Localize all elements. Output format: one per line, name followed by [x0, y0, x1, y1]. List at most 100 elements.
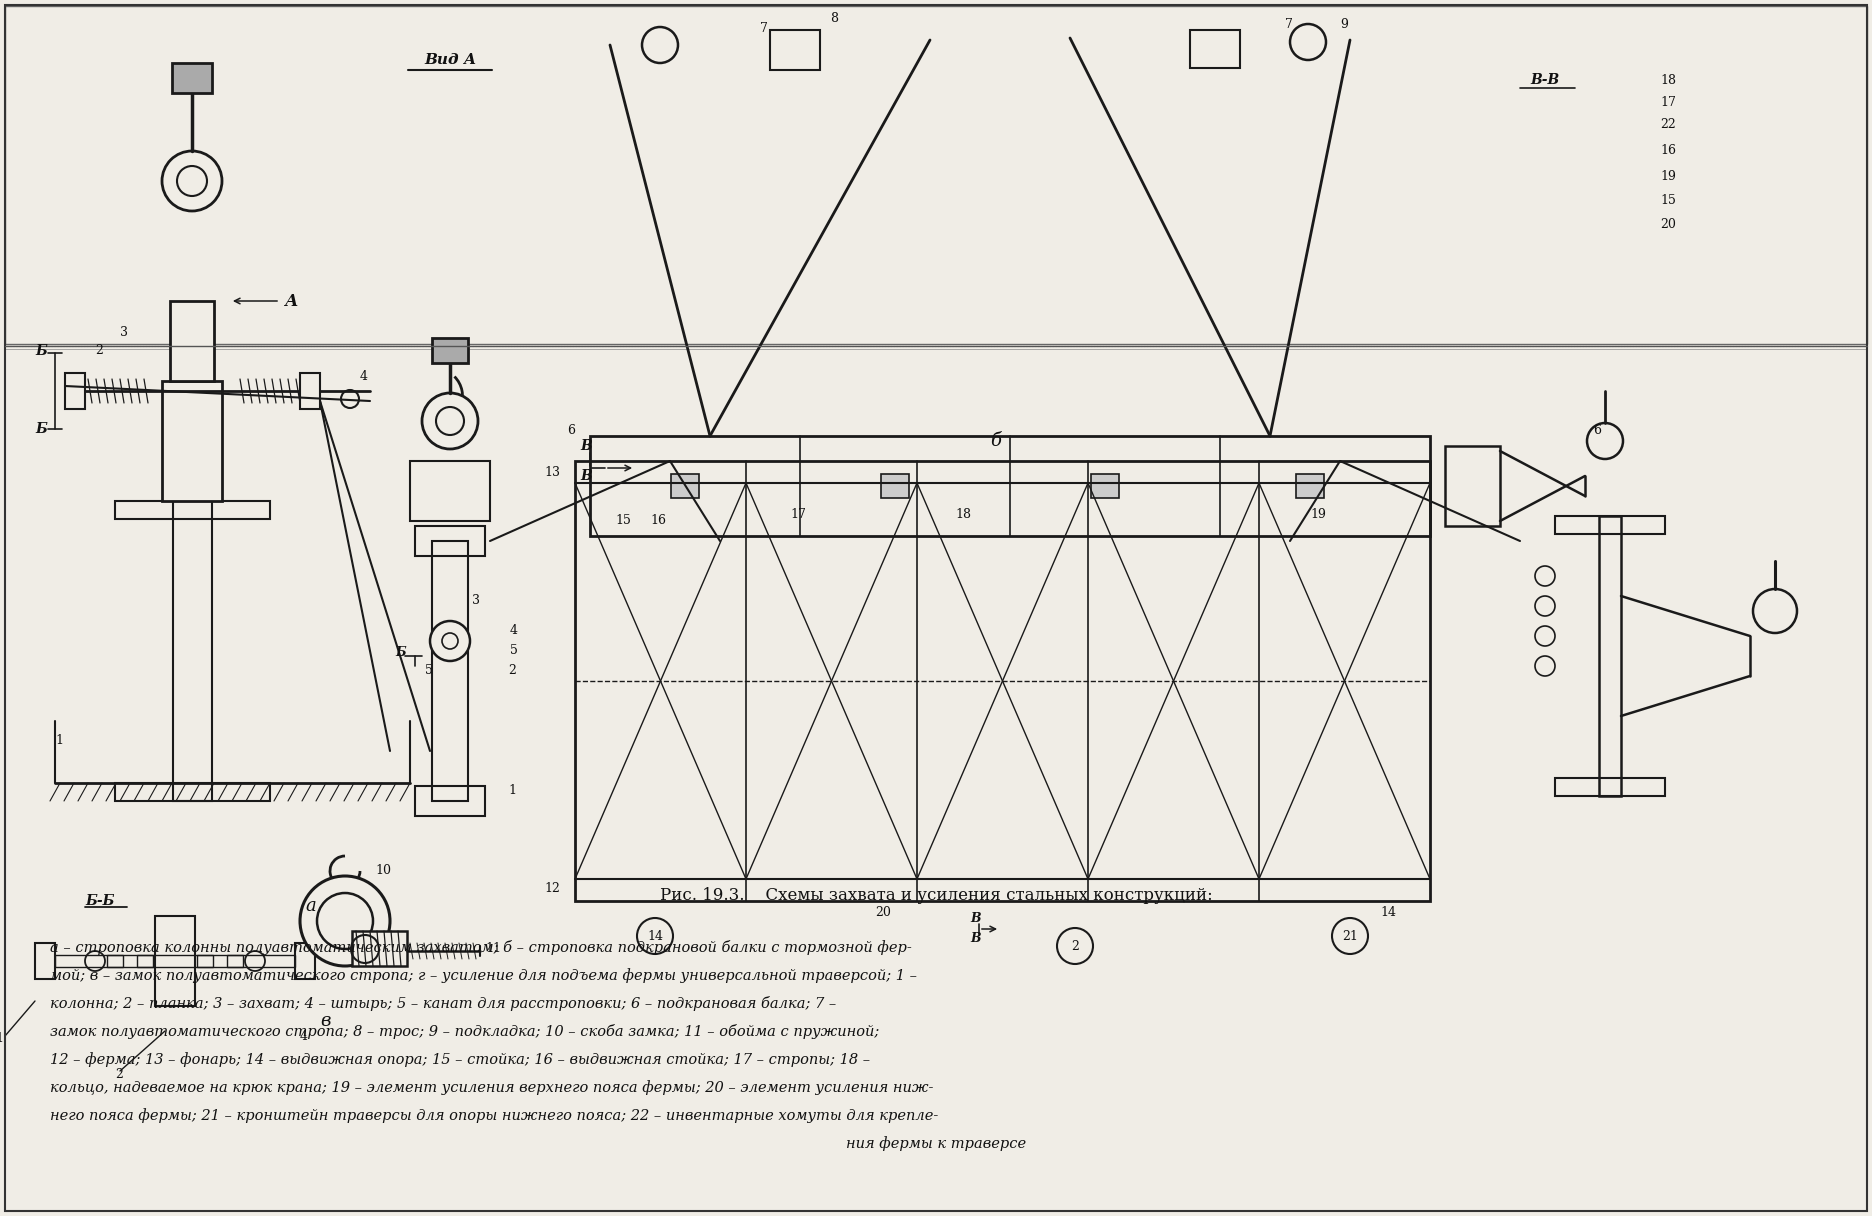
Text: 10: 10 — [374, 865, 391, 878]
Text: 9: 9 — [1340, 18, 1348, 32]
Bar — [172, 63, 212, 92]
Text: 1: 1 — [0, 1032, 4, 1046]
Bar — [36, 942, 54, 979]
Text: 12: 12 — [545, 883, 560, 895]
Circle shape — [163, 151, 223, 212]
Bar — [296, 942, 314, 979]
Bar — [1445, 446, 1499, 527]
Text: 12 – ферма; 13 – фонарь; 14 – выдвижная опора; 15 – стойка; 16 – выдвижная стойк: 12 – ферма; 13 – фонарь; 14 – выдвижная … — [51, 1052, 870, 1066]
Bar — [670, 474, 698, 499]
Bar — [882, 474, 910, 499]
Text: 2: 2 — [95, 344, 103, 358]
Text: В: В — [970, 912, 981, 925]
Text: 15: 15 — [1660, 193, 1675, 207]
Text: 3: 3 — [472, 595, 479, 608]
Text: 18: 18 — [1660, 73, 1675, 86]
Text: в: в — [320, 1012, 331, 1030]
Circle shape — [1333, 918, 1368, 955]
Circle shape — [431, 621, 470, 662]
Text: 5: 5 — [509, 644, 519, 658]
Text: 17: 17 — [790, 507, 805, 520]
Text: 13: 13 — [545, 467, 560, 479]
Circle shape — [1058, 928, 1093, 964]
Text: него пояса фермы; 21 – кронштейн траверсы для опоры нижнего пояса; 22 – инвентар: него пояса фермы; 21 – кронштейн траверс… — [51, 1108, 938, 1122]
Text: 19: 19 — [1310, 507, 1325, 520]
Text: 15: 15 — [616, 514, 631, 528]
Text: В-В: В-В — [1529, 73, 1559, 88]
Text: 17: 17 — [1660, 96, 1675, 108]
Bar — [227, 955, 243, 967]
Bar — [6, 349, 1866, 1211]
Bar — [107, 955, 124, 967]
Bar — [197, 955, 213, 967]
Text: 6: 6 — [1593, 424, 1601, 438]
Text: Рис. 19.3.    Схемы захвата и усиления стальных конструкций:: Рис. 19.3. Схемы захвата и усиления стал… — [659, 886, 1213, 903]
Text: Б: Б — [36, 422, 47, 437]
Bar — [1599, 516, 1621, 796]
Text: 11: 11 — [485, 942, 502, 956]
Bar — [1091, 474, 1119, 499]
Bar — [1556, 516, 1664, 534]
Text: 16: 16 — [650, 514, 666, 528]
Bar — [163, 381, 223, 501]
Bar — [352, 931, 406, 966]
Text: мой; в – замок полуавтоматического стропа; г – усиление для подъема фермы универ: мой; в – замок полуавтоматического строп… — [51, 968, 917, 983]
Bar — [590, 437, 1430, 536]
Text: 22: 22 — [1660, 118, 1675, 130]
Text: 6: 6 — [567, 424, 575, 438]
Bar — [1191, 30, 1239, 68]
Bar — [1556, 778, 1664, 796]
Bar — [432, 541, 468, 801]
Text: Б: Б — [395, 647, 406, 659]
Text: 5: 5 — [425, 664, 432, 677]
Bar — [137, 955, 154, 967]
Bar — [170, 302, 213, 381]
Bar — [432, 338, 468, 364]
Text: Б-Б: Б-Б — [84, 894, 114, 908]
Bar — [300, 373, 320, 409]
Text: 4: 4 — [359, 370, 369, 383]
Text: ния фермы к траверсе: ния фермы к траверсе — [846, 1136, 1026, 1150]
Text: Вид А: Вид А — [423, 54, 475, 67]
Circle shape — [300, 876, 389, 966]
Text: 20: 20 — [874, 906, 891, 919]
Text: В: В — [580, 469, 592, 483]
Text: 14: 14 — [648, 929, 663, 942]
Bar — [114, 783, 270, 801]
Text: 1: 1 — [507, 784, 517, 798]
Text: 4: 4 — [300, 1030, 309, 1042]
Bar — [410, 461, 490, 520]
Text: В: В — [970, 933, 981, 946]
Bar — [1295, 474, 1324, 499]
Bar — [114, 501, 270, 519]
Circle shape — [642, 27, 678, 63]
Text: 20: 20 — [1660, 219, 1675, 231]
Circle shape — [1290, 24, 1325, 60]
Text: 2: 2 — [507, 664, 517, 677]
Bar — [54, 955, 296, 967]
Text: колонна; 2 – планка; 3 – захват; 4 – штырь; 5 – канат для расстроповки; 6 – подк: колонна; 2 – планка; 3 – захват; 4 – шты… — [51, 996, 837, 1010]
Circle shape — [316, 893, 373, 948]
Bar — [769, 30, 820, 71]
Bar — [66, 373, 84, 409]
Bar — [172, 501, 212, 801]
Bar — [416, 786, 485, 816]
Text: В: В — [580, 439, 592, 454]
Circle shape — [636, 918, 674, 955]
Bar — [416, 527, 485, 556]
Text: 3: 3 — [120, 327, 127, 339]
Text: 18: 18 — [955, 507, 972, 520]
Text: 19: 19 — [1660, 169, 1675, 182]
Text: кольцо, надеваемое на крюк крана; 19 – элемент усиления верхнего пояса фермы; 20: кольцо, надеваемое на крюк крана; 19 – э… — [51, 1080, 934, 1094]
Bar — [6, 6, 1866, 344]
Text: 2: 2 — [114, 1068, 124, 1081]
Text: 7: 7 — [760, 22, 768, 34]
Text: 1: 1 — [54, 734, 64, 748]
Text: 14: 14 — [1380, 906, 1397, 919]
Text: а – строповка колонны полуавтоматическим захватом; б – строповка подкрановой бал: а – строповка колонны полуавтоматическим… — [51, 940, 912, 955]
Text: 4: 4 — [509, 625, 519, 637]
Circle shape — [421, 393, 477, 449]
Text: 21: 21 — [1342, 929, 1357, 942]
Circle shape — [178, 167, 208, 196]
Text: б: б — [990, 432, 1002, 450]
